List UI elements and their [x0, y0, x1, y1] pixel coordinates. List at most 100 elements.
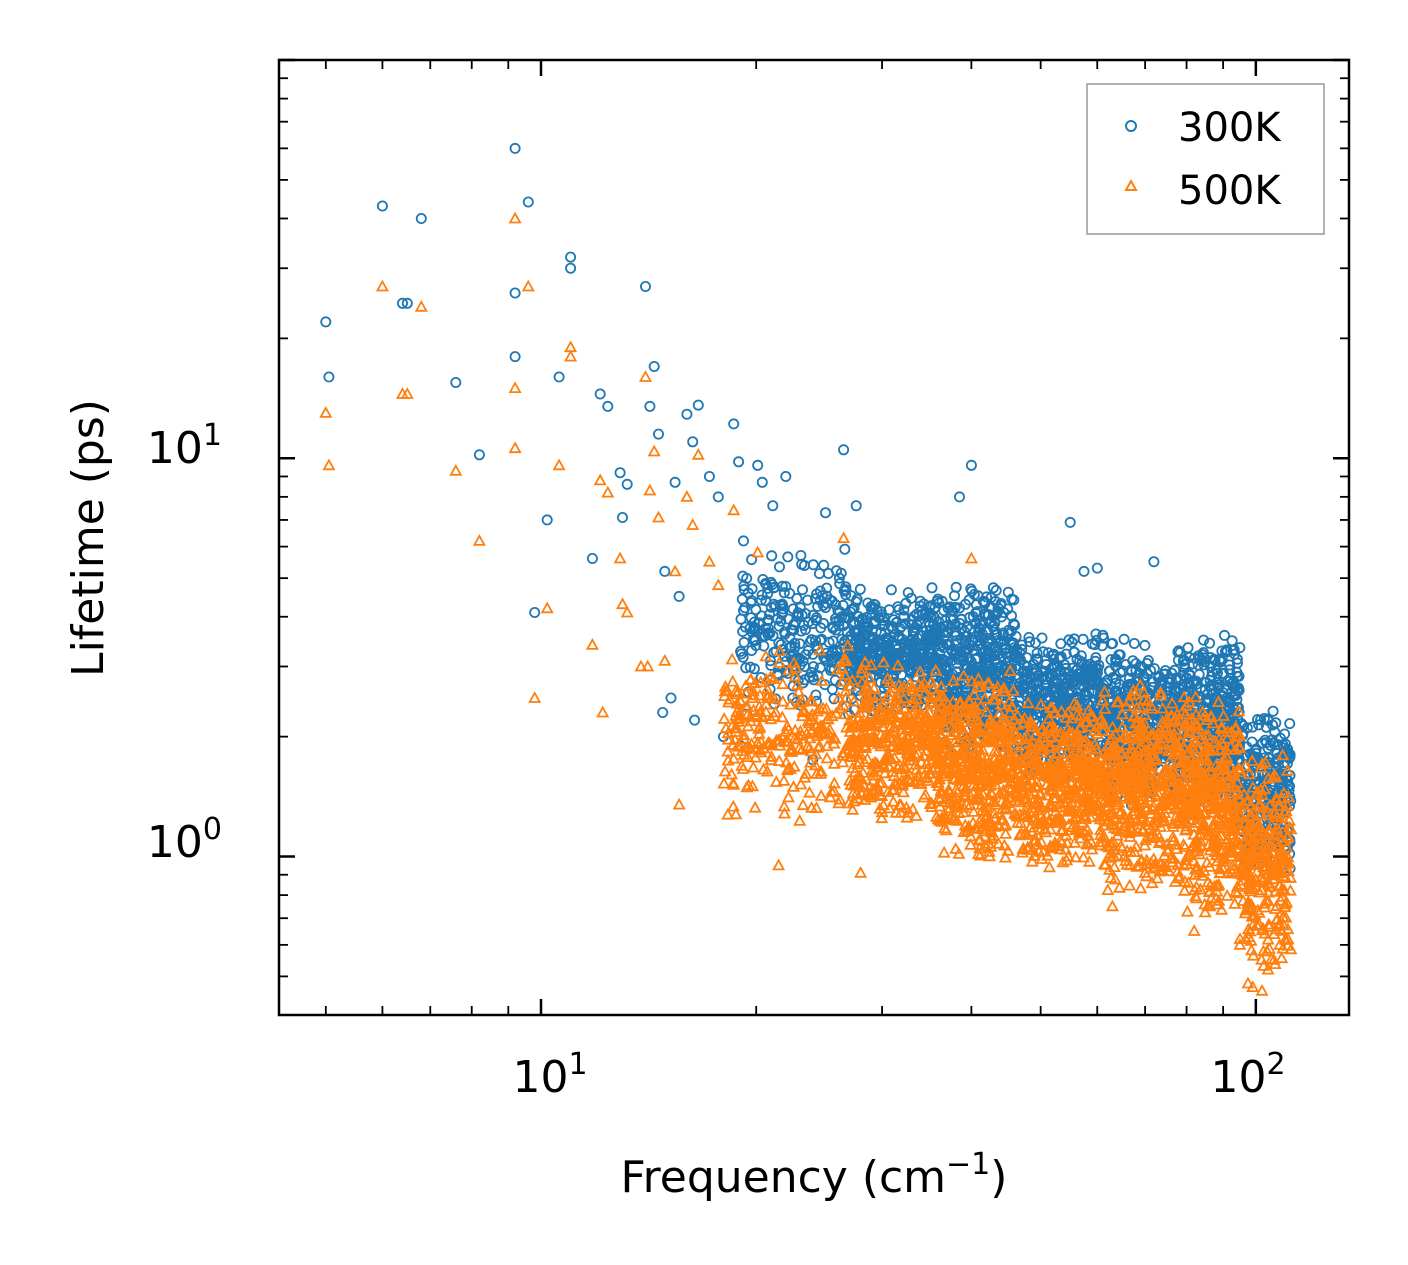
- data-point-300k-1417: [1010, 631, 1022, 643]
- data-point-300k-14: [553, 371, 565, 383]
- data-point-300k-728: [848, 646, 860, 658]
- data-point-300k-287: [833, 615, 845, 627]
- data-point-300k-290: [756, 589, 768, 601]
- data-point-300k-1520: [1024, 636, 1036, 648]
- data-point-300k-8: [509, 142, 521, 154]
- data-point-300k-1005: [950, 581, 962, 593]
- data-point-300k-736: [887, 623, 899, 635]
- data-point-300k-6: [450, 376, 462, 388]
- data-point-300k-514: [893, 604, 905, 616]
- data-point-300k-81: [814, 662, 826, 674]
- data-point-300k-1661: [1066, 636, 1078, 648]
- data-point-300k-1655: [1098, 632, 1110, 644]
- data-point-300k-79: [750, 604, 762, 616]
- data-point-300k-206: [740, 662, 752, 674]
- data-point-300k-1123: [980, 608, 992, 620]
- data-point-300k-26: [653, 428, 665, 440]
- data-point-300k-1103: [933, 597, 945, 609]
- data-point-300k-251: [794, 638, 806, 650]
- data-point-300k-153: [764, 608, 776, 620]
- data-point-300k-1647: [1021, 667, 1033, 679]
- data-point-300k-20: [614, 467, 626, 479]
- data-point-300k-1106: [937, 639, 949, 651]
- data-point-300k-23: [640, 280, 652, 292]
- data-point-300k-1174: [970, 616, 982, 628]
- data-point-300k-262: [748, 616, 760, 628]
- data-point-300k-301: [821, 647, 833, 659]
- data-point-300k-57: [665, 692, 677, 704]
- data-point-300k-198: [735, 648, 747, 660]
- data-point-300k-140: [804, 636, 816, 648]
- data-point-300k-19: [602, 400, 614, 412]
- data-point-300k-316: [748, 635, 760, 647]
- data-point-300k-1502: [1023, 632, 1035, 644]
- data-point-300k-2: [376, 200, 388, 212]
- data-point-300k-732: [907, 654, 919, 666]
- data-point-300k-304: [807, 618, 819, 630]
- data-point-300k-1632: [1022, 661, 1034, 673]
- data-point-300k-1895: [1118, 633, 1130, 645]
- data-point-300k-25: [648, 360, 660, 372]
- data-point-300k-157: [810, 593, 822, 605]
- data-point-300k-1060: [967, 611, 979, 623]
- data-point-300k-13: [541, 514, 553, 526]
- data-point-300k-1867: [1138, 671, 1150, 683]
- data-point-300k-284: [833, 572, 845, 584]
- data-point-300k-623: [926, 582, 938, 594]
- data-point-300k-31: [687, 436, 699, 448]
- data-point-300k-314: [815, 622, 827, 634]
- data-point-300k-1681: [1017, 683, 1029, 695]
- data-point-300k-1053: [990, 585, 1002, 597]
- data-point-300k-270: [840, 589, 852, 601]
- data-point-300k-34: [712, 491, 724, 503]
- data-point-300k-313: [744, 661, 756, 673]
- data-point-300k-1360: [1042, 647, 1054, 659]
- data-point-300k-224: [772, 668, 784, 680]
- data-point-300k-272: [835, 567, 847, 579]
- data-point-300k-1665: [1060, 662, 1072, 674]
- data-point-300k-181: [737, 570, 749, 582]
- data-point-300k-48: [1064, 516, 1076, 528]
- data-point-300k-220: [837, 599, 849, 611]
- data-point-300k-1682: [1024, 694, 1036, 706]
- data-point-300k-724: [891, 640, 903, 652]
- data-point-300k-657: [913, 615, 925, 627]
- data-point-300k-280: [768, 582, 780, 594]
- data-point-300k-269: [800, 649, 812, 661]
- data-point-300k-18: [594, 388, 606, 400]
- data-point-300k-244: [796, 558, 808, 570]
- data-point-300k-1188: [976, 631, 988, 643]
- data-point-300k-315: [814, 594, 826, 606]
- data-point-300k-654: [896, 633, 908, 645]
- data-point-300k-1378: [1048, 653, 1060, 665]
- data-point-300k-312: [791, 611, 803, 623]
- data-point-300k-988: [1006, 593, 1018, 605]
- data-point-300k-521: [875, 609, 887, 621]
- data-point-300k-207: [807, 661, 819, 673]
- data-point-300k-1556: [1063, 634, 1075, 646]
- data-point-300k-265: [756, 610, 768, 622]
- data-point-300k-136: [782, 551, 794, 563]
- data-point-300k-104: [750, 640, 762, 652]
- data-point-300k-1158: [980, 652, 992, 664]
- data-point-300k-311: [827, 647, 839, 659]
- data-point-300k-1625: [1090, 652, 1102, 664]
- data-point-300k-10: [509, 351, 521, 363]
- data-point-300k-1619: [1090, 673, 1102, 685]
- data-point-300k-1124: [991, 644, 1003, 656]
- data-point-300k-704: [852, 632, 864, 644]
- data-point-300k-715: [862, 597, 874, 609]
- data-point-300k-1591: [1031, 653, 1043, 665]
- data-point-300k-1663: [1076, 656, 1088, 668]
- data-point-300k-1168: [972, 590, 984, 602]
- data-point-300k-45: [850, 500, 862, 512]
- data-point-300k-30: [681, 408, 693, 420]
- data-point-300k-15: [565, 251, 577, 263]
- data-point-300k-33: [703, 470, 715, 482]
- data-point-300k-737: [882, 657, 894, 669]
- data-point-300k-0: [320, 316, 332, 328]
- data-point-300k-40: [767, 500, 779, 512]
- data-point-300k-297: [776, 598, 788, 610]
- data-point-300k-1117: [989, 655, 1001, 667]
